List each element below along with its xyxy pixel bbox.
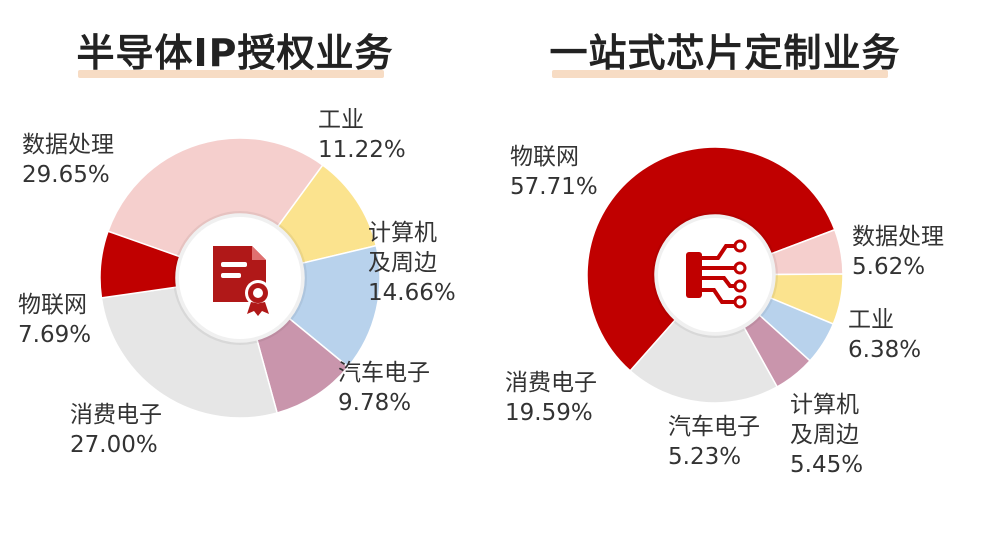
- label-iot: 物联网 7.69%: [18, 292, 92, 348]
- label-consumer: 消费电子 27.00%: [70, 402, 162, 458]
- label-iot: 物联网 57.71%: [510, 144, 598, 200]
- donut-chart: [586, 146, 844, 404]
- label-data-processing: 数据处理 29.65%: [22, 132, 114, 188]
- label-data-processing: 数据处理 5.62%: [852, 224, 944, 280]
- asic-custom-chart: 一站式芯片定制业务 物联网 57.71% 数据处理 5.62% 工业 6.38% 计算…: [500, 0, 1000, 546]
- label-computer: 计算机 及周边 14.66%: [368, 220, 456, 306]
- certificate-document-icon: [213, 246, 271, 316]
- chart-title: 半导体IP授权业务: [76, 31, 394, 75]
- ip-licensing-chart: 半导体IP授权业务 数据处理 29.65% 工业 11.22% 计算机 及周边 14.6…: [18, 31, 456, 458]
- label-automotive: 汽车电子 9.78%: [338, 360, 430, 416]
- title-underline: [552, 70, 888, 78]
- chart-title: 一站式芯片定制业务: [549, 31, 901, 75]
- title-underline: [78, 70, 384, 78]
- label-industry: 工业 11.22%: [318, 107, 406, 163]
- label-industry: 工业 6.38%: [848, 307, 922, 363]
- donut-hole: [652, 212, 778, 338]
- label-consumer: 消费电子 19.59%: [505, 370, 597, 426]
- donut-chart: [99, 137, 381, 419]
- label-computer: 计算机 及周边 5.45%: [790, 392, 864, 478]
- label-automotive: 汽车电子 5.23%: [668, 414, 760, 470]
- circuit-chip-icon: [686, 239, 747, 309]
